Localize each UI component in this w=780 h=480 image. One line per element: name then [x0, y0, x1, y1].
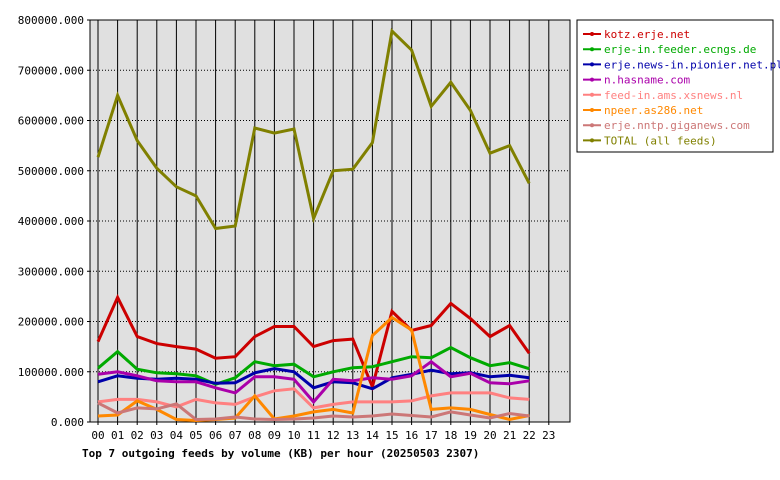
x-tick-label: 19	[464, 429, 477, 442]
y-tick-label: 600000.000	[18, 115, 84, 128]
legend-label-3: n.hasname.com	[604, 74, 690, 87]
legend-label-0: kotz.erje.net	[604, 28, 690, 41]
legend-marker-0	[590, 32, 594, 36]
x-tick-label: 18	[444, 429, 457, 442]
x-tick-label: 07	[229, 429, 242, 442]
x-tick-label: 13	[346, 429, 359, 442]
legend-label-2: erje.news-in.pionier.net.pl	[604, 58, 780, 71]
grid	[90, 20, 570, 422]
x-tick-label: 10	[287, 429, 300, 442]
legend-marker-5	[590, 108, 594, 112]
y-tick-label: 100000.000	[18, 366, 84, 379]
series-line-7	[96, 28, 531, 231]
y-tick-label: 500000.000	[18, 165, 84, 178]
legend-label-6: erje.nntp.giganews.com	[604, 119, 750, 132]
series-line-1	[97, 345, 530, 386]
legend-box	[576, 19, 774, 153]
x-tick-label: 15	[385, 429, 398, 442]
x-tick-label: 22	[523, 429, 536, 442]
x-tick-label: 20	[483, 429, 496, 442]
x-tick-label: 14	[366, 429, 380, 442]
x-tick-label: 06	[209, 429, 222, 442]
x-tick-label: 21	[503, 429, 516, 442]
x-tick-label: 00	[91, 429, 104, 442]
x-tick-label: 23	[542, 429, 555, 442]
y-tick-label: 0.000	[51, 416, 84, 429]
x-tick-label: 17	[425, 429, 438, 442]
y-tick-label: 200000.000	[18, 316, 84, 329]
x-tick-label: 01	[111, 429, 124, 442]
x-tick-label: 11	[307, 429, 320, 442]
series-line-6	[97, 401, 530, 422]
legend-marker-2	[590, 62, 594, 67]
axes: 00 01 02 03 04 05 06 07 08 09 10 11 12 13 14 15 16 17 18 19…	[18, 14, 556, 442]
legend-label-7: TOTAL (all feeds)	[604, 134, 717, 147]
y-tick-label: 700000.000	[18, 64, 84, 77]
x-tick-label: 08	[248, 429, 261, 442]
y-tick-label: 300000.000	[18, 265, 84, 278]
chart-title: Top 7 outgoing feeds by volume (KB) per …	[82, 447, 479, 460]
legend: kotz.erje.net erje-in.feeder.ecngs.de erje…	[576, 19, 780, 153]
series-lines	[96, 28, 531, 423]
legend-label-4: feed-in.ams.xsnews.nl	[604, 89, 743, 102]
series-line-0	[96, 293, 531, 392]
legend-marker-3	[590, 77, 594, 82]
x-tick-label: 03	[150, 429, 163, 442]
y-tick-label: 400000.000	[18, 215, 84, 228]
x-tick-label: 16	[405, 429, 418, 442]
legend-marker-4	[590, 92, 594, 97]
legend-label-5: npeer.as286.net	[604, 104, 703, 117]
legend-marker-1	[590, 47, 594, 52]
legend-marker-6	[590, 123, 594, 128]
y-tick-label: 800000.000	[18, 14, 84, 27]
series-line-2	[97, 367, 530, 391]
series-line-3	[97, 359, 530, 405]
legend-label-1: erje-in.feeder.ecngs.de	[604, 43, 756, 56]
x-tick-label: 05	[189, 429, 202, 442]
legend-marker-7	[590, 138, 594, 143]
series-line-5	[97, 315, 530, 423]
x-tick-label: 09	[268, 429, 281, 442]
x-tick-label: 02	[131, 429, 144, 442]
x-tick-label: 04	[170, 429, 184, 442]
x-tick-label: 12	[327, 429, 340, 442]
